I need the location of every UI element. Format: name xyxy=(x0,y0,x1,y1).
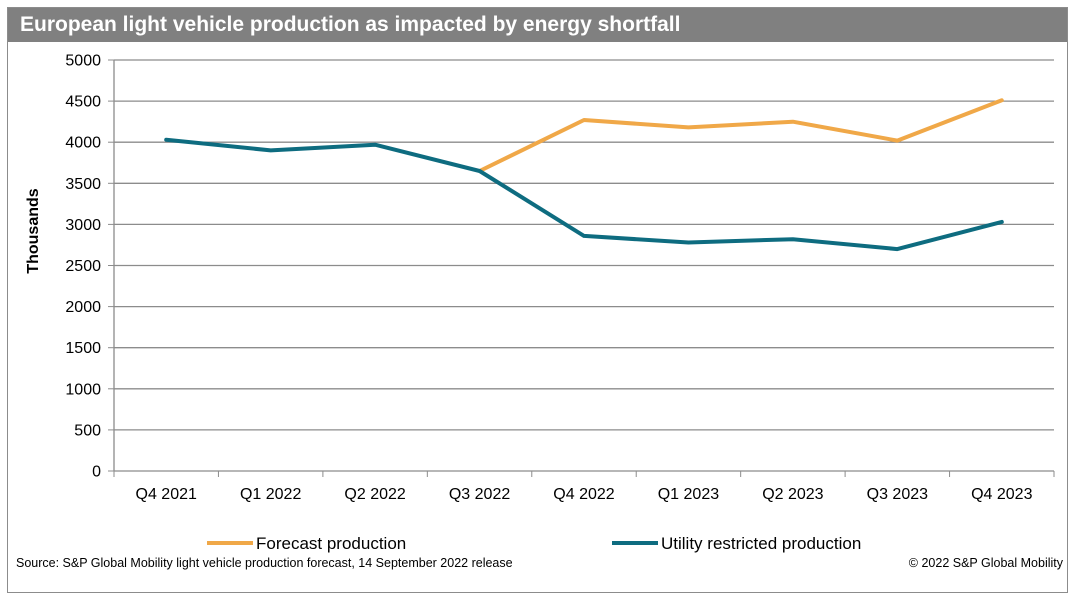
y-tick-label: 1500 xyxy=(65,340,101,357)
x-tick-label: Q2 2023 xyxy=(762,486,823,503)
x-tick-label: Q4 2021 xyxy=(136,486,197,503)
chart-title: European light vehicle production as imp… xyxy=(8,8,1067,42)
x-tick-label: Q1 2023 xyxy=(658,486,719,503)
x-tick-label: Q2 2022 xyxy=(344,486,405,503)
x-tick-label: Q4 2022 xyxy=(553,486,614,503)
y-axis-label: Thousands xyxy=(25,188,42,273)
y-tick-label: 4000 xyxy=(65,135,101,152)
x-tick-label: Q3 2023 xyxy=(867,486,928,503)
y-tick-label: 3000 xyxy=(65,217,101,234)
x-tick-labels: Q4 2021 Q1 2022 Q2 2022 Q3 2022 Q4 2022 Q1 20… xyxy=(136,486,1033,503)
y-tick-label: 0 xyxy=(92,464,101,481)
legend-label: Utility restricted production xyxy=(661,534,861,553)
y-tick-label: 3500 xyxy=(65,176,101,193)
y-tick-label: 2500 xyxy=(65,258,101,275)
x-tick-label: Q1 2022 xyxy=(240,486,301,503)
copyright-note: © 2022 S&P Global Mobility xyxy=(908,556,1063,570)
y-tick-label: 2000 xyxy=(65,299,101,316)
source-note: Source: S&P Global Mobility light vehicl… xyxy=(16,556,513,570)
axes xyxy=(113,60,1055,477)
y-tick-label: 1000 xyxy=(65,381,101,398)
y-tick-labels: 0 500 1000 1500 2000 2500 3000 3500 4000 4500 5000 xyxy=(65,53,101,481)
legend: Forecast production Utility restricted pr… xyxy=(207,534,861,553)
chart-frame: European light vehicle production as imp… xyxy=(7,7,1068,593)
forecast-production-line xyxy=(477,98,1004,173)
legend-label: Forecast production xyxy=(256,534,406,553)
series-lines xyxy=(164,98,1004,252)
x-tick-label: Q4 2023 xyxy=(971,486,1032,503)
y-tick-label: 5000 xyxy=(65,53,101,70)
y-tick-label: 4500 xyxy=(65,94,101,111)
y-tick-label: 500 xyxy=(74,422,101,439)
utility-restricted-production-line xyxy=(164,137,1004,252)
x-tick-label: Q3 2022 xyxy=(449,486,510,503)
